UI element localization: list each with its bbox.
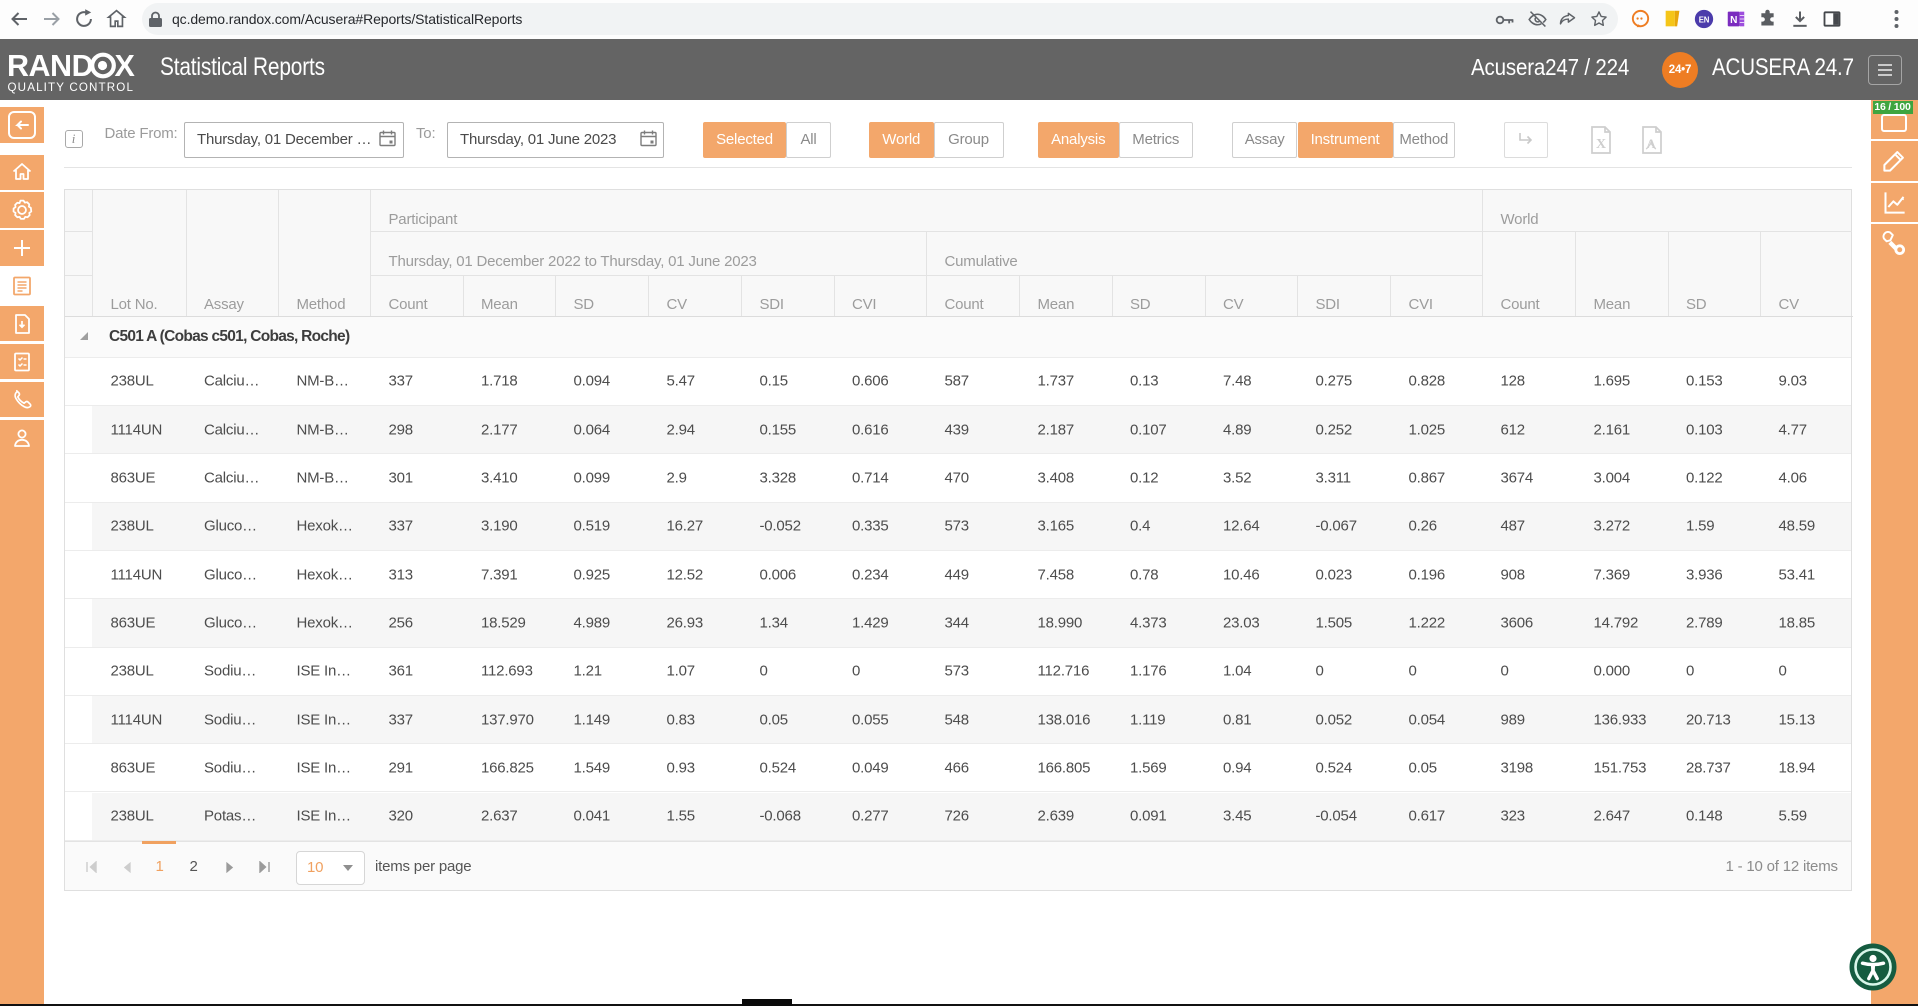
- svg-text:N: N: [1730, 15, 1737, 26]
- svg-text:X: X: [1596, 137, 1606, 152]
- svg-text:QUALITY CONTROL: QUALITY CONTROL: [8, 81, 135, 94]
- svg-text:RAND: RAND: [7, 49, 93, 83]
- svg-text:EN: EN: [1699, 16, 1710, 25]
- svg-text:X: X: [115, 49, 136, 83]
